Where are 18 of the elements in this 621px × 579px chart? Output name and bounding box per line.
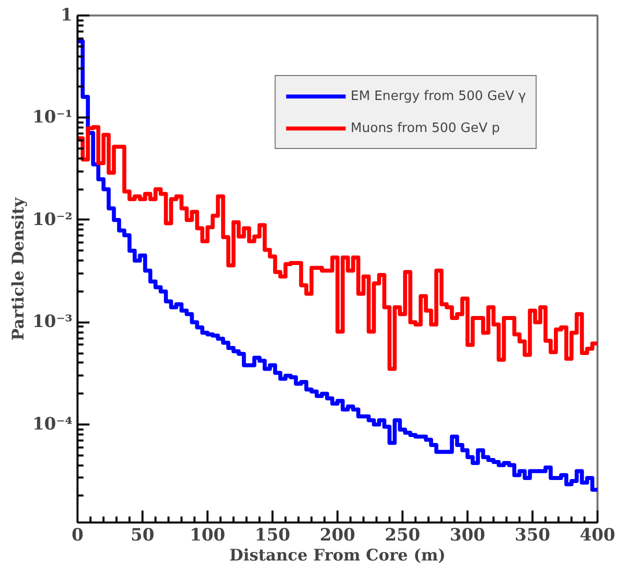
y-axis-title: Particle Density [8, 196, 28, 340]
y-tick-label: 10⁻¹ [32, 108, 72, 128]
y-tick-label: 10⁻³ [32, 312, 72, 332]
y-tick-label: 10⁻² [32, 210, 72, 230]
legend-label: EM Energy from 500 GeV γ [350, 88, 526, 104]
x-tick-label: 200 [320, 526, 356, 546]
legend-label: Muons from 500 GeV p [350, 120, 500, 136]
x-tick-label: 300 [450, 526, 486, 546]
x-tick-label: 150 [254, 526, 290, 546]
x-tick-label: 100 [190, 526, 226, 546]
x-tick-label: 250 [384, 526, 420, 546]
x-tick-label: 400 [580, 526, 616, 546]
y-tick-label: 1 [60, 6, 73, 26]
y-tick-label: 10⁻⁴ [32, 414, 72, 434]
x-tick-label: 0 [72, 526, 84, 546]
x-axis-title: Distance From Core (m) [229, 546, 446, 564]
x-tick-label: 350 [514, 526, 550, 546]
x-tick-label: 50 [130, 526, 154, 546]
